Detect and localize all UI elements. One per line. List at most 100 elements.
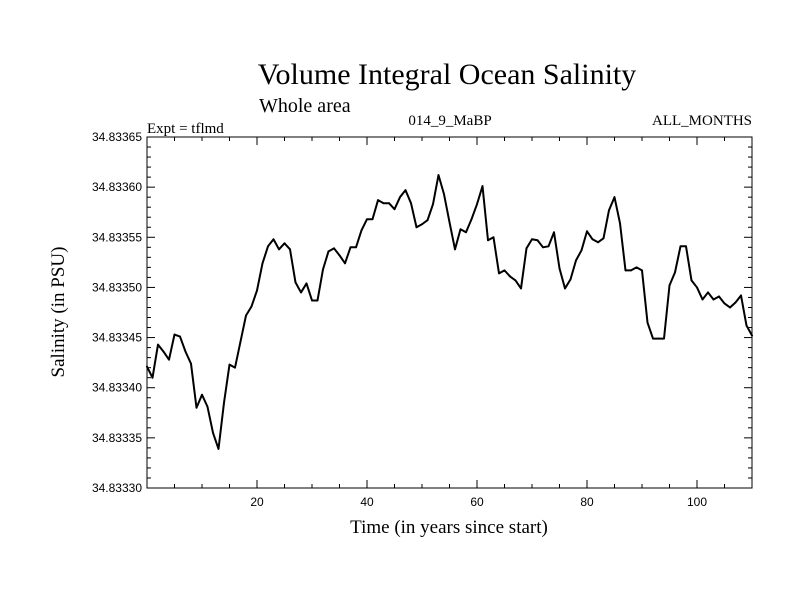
data-point — [591, 238, 594, 241]
chart-title: Volume Integral Ocean Salinity — [258, 58, 637, 91]
x-axis-ticks — [174, 137, 725, 488]
data-point — [256, 289, 258, 292]
data-point — [278, 248, 280, 251]
data-point — [195, 406, 198, 409]
data-point — [597, 241, 599, 244]
data-point — [349, 246, 352, 249]
y-tick-label: 34.83360 — [92, 180, 142, 194]
x-tick-label: 20 — [250, 495, 264, 509]
data-point — [399, 196, 401, 199]
data-point — [641, 269, 643, 272]
data-point — [377, 199, 379, 202]
y-tick-label: 34.83355 — [92, 230, 142, 244]
data-point — [151, 376, 154, 379]
data-point — [179, 335, 181, 338]
y-tick-label: 34.83345 — [92, 331, 142, 345]
data-point — [261, 262, 264, 265]
months-label: ALL_MONTHS — [652, 113, 752, 129]
data-point — [690, 279, 693, 282]
data-point — [487, 239, 489, 242]
data-point — [663, 337, 665, 340]
data-point — [146, 365, 148, 368]
data-point — [569, 278, 572, 281]
data-point — [459, 228, 462, 231]
data-point — [586, 230, 588, 233]
y-tick-label: 34.83335 — [92, 431, 142, 445]
data-point — [333, 247, 335, 250]
data-point — [536, 239, 539, 242]
data-point — [498, 272, 500, 275]
data-point — [327, 250, 330, 253]
data-point — [668, 284, 671, 287]
data-point — [465, 231, 467, 234]
data-point — [322, 268, 324, 271]
data-point — [619, 222, 621, 225]
y-tick-label: 34.83350 — [92, 280, 142, 294]
data-point — [421, 223, 423, 226]
data-point — [388, 202, 390, 205]
data-point — [723, 302, 726, 305]
data-point — [575, 259, 577, 262]
data-point — [525, 247, 528, 250]
data-point — [492, 236, 495, 239]
data-point — [432, 203, 434, 206]
data-point — [740, 294, 742, 297]
experiment-label: Expt = tflmd — [147, 121, 224, 137]
data-point — [272, 238, 275, 241]
data-point — [734, 301, 737, 304]
data-point — [173, 333, 176, 336]
data-point — [443, 193, 445, 196]
data-point — [602, 237, 605, 240]
data-point — [707, 291, 709, 294]
salinity-series-points — [146, 174, 753, 450]
data-point — [613, 196, 616, 199]
data-point — [267, 245, 269, 248]
data-point — [206, 405, 209, 408]
data-point — [157, 343, 159, 346]
data-point — [289, 248, 291, 251]
x-tick-label: 60 — [470, 495, 484, 509]
data-point — [415, 226, 418, 229]
data-point — [294, 281, 297, 284]
data-point — [212, 431, 214, 434]
y-tick-label: 34.83330 — [92, 481, 142, 495]
data-point — [371, 218, 374, 221]
data-point — [305, 282, 308, 285]
data-point — [239, 340, 242, 343]
data-point — [712, 298, 715, 301]
data-point — [558, 267, 561, 270]
data-point — [355, 246, 357, 249]
data-point — [674, 271, 676, 274]
x-tick-label: 80 — [580, 495, 594, 509]
data-point — [531, 238, 533, 241]
data-point — [509, 275, 511, 278]
y-tick-label: 34.83365 — [92, 130, 142, 144]
data-point — [245, 314, 247, 317]
run-id-label: 014_9_MaBP — [408, 113, 491, 129]
data-point — [630, 269, 632, 272]
data-point — [685, 245, 687, 248]
x-tick-label: 40 — [360, 495, 374, 509]
data-point — [201, 393, 203, 396]
data-point — [564, 287, 566, 290]
data-point — [514, 279, 517, 282]
data-point — [316, 299, 319, 302]
data-point — [608, 209, 610, 212]
data-point — [476, 203, 478, 206]
data-point — [745, 324, 748, 327]
y-tick-label: 34.83340 — [92, 381, 142, 395]
data-point — [393, 208, 396, 211]
data-point — [646, 321, 649, 324]
data-point — [542, 246, 544, 249]
y-axis-label: Salinity (in PSU) — [48, 247, 69, 378]
data-point — [729, 306, 731, 309]
data-point — [553, 231, 555, 234]
data-point — [360, 229, 363, 232]
data-point — [701, 298, 704, 301]
data-point — [300, 291, 302, 294]
data-point — [696, 286, 698, 289]
data-point — [437, 174, 440, 177]
data-point — [751, 334, 753, 337]
